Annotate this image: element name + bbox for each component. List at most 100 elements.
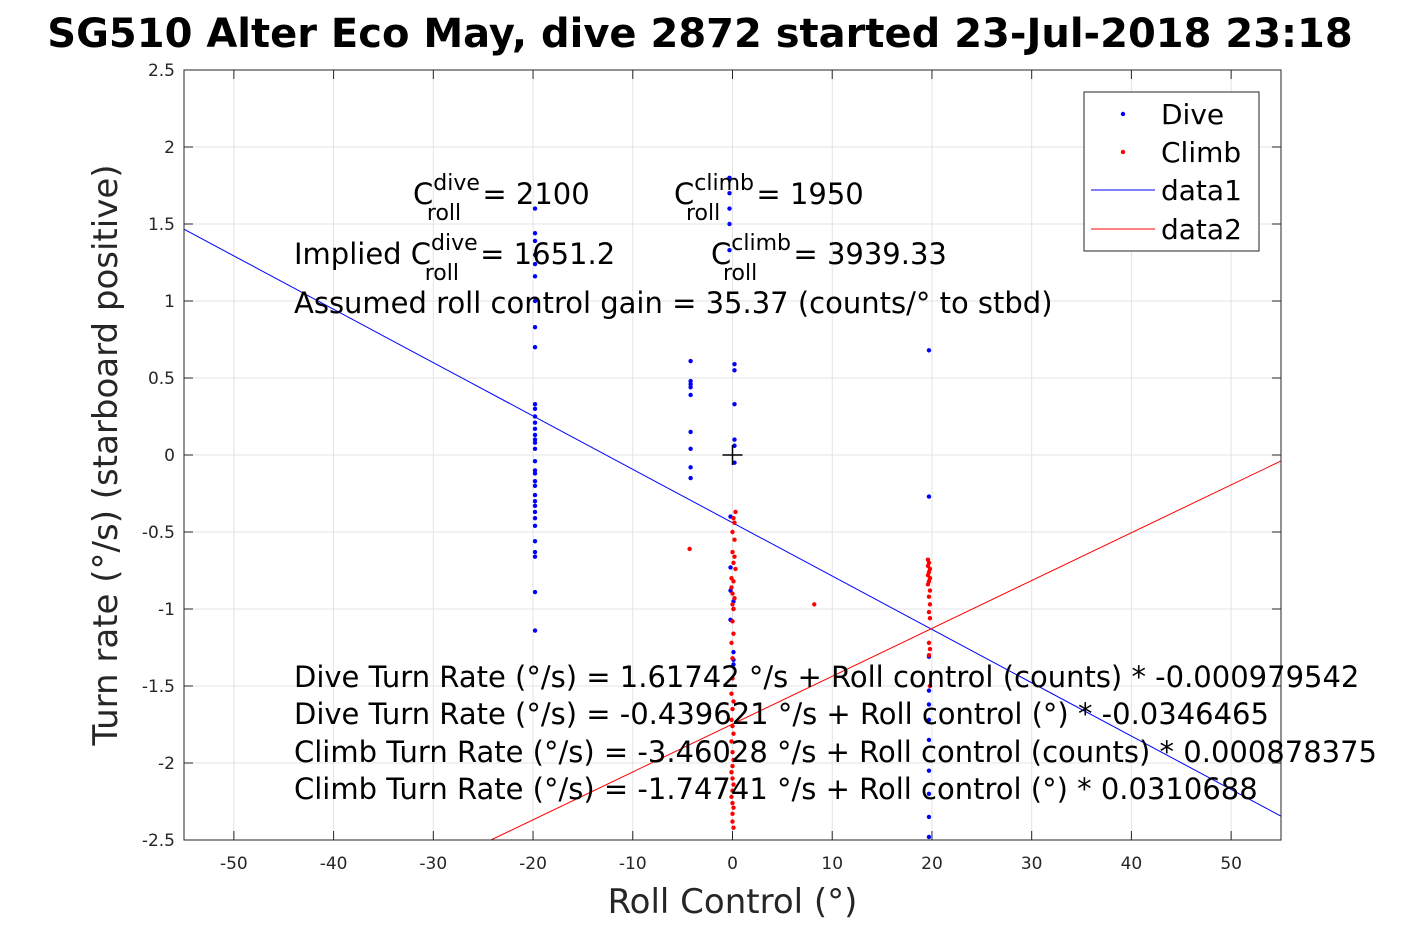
point-dive [926, 834, 932, 840]
point-dive [532, 492, 538, 498]
chart-title: SG510 Alter Eco May, dive 2872 started 2… [47, 11, 1352, 57]
point-dive [732, 437, 737, 442]
x-tick-label: -40 [320, 854, 348, 874]
point-dive [532, 499, 538, 504]
point-dive [727, 247, 732, 253]
point-dive [532, 523, 538, 529]
point-dive [688, 392, 693, 398]
annotation-eq-climb-deg: Climb Turn Rate (°/s) = -1.74741 °/s + R… [294, 772, 1258, 806]
point-dive [532, 231, 538, 236]
point-dive [532, 458, 538, 464]
point-dive [727, 206, 732, 211]
legend-marker-dive [1120, 111, 1126, 117]
point-dive [732, 401, 737, 407]
point-dive [532, 401, 538, 407]
point-climb [730, 706, 735, 712]
point-climb [927, 646, 933, 652]
y-tick-label: -1.5 [142, 677, 175, 697]
legend-label-data1: data1 [1161, 174, 1242, 207]
point-climb [733, 566, 738, 572]
point-dive [727, 175, 732, 180]
x-tick-label: 30 [1021, 854, 1043, 874]
point-climb [729, 770, 734, 775]
x-tick-label: 0 [727, 854, 738, 874]
point-climb [731, 699, 736, 704]
y-tick-label: 0.5 [148, 369, 175, 389]
data-points [532, 175, 933, 840]
point-climb [927, 588, 933, 593]
point-dive [688, 465, 693, 470]
point-climb [731, 606, 736, 612]
y-tick-label: -0.5 [142, 523, 175, 543]
point-dive [532, 437, 538, 442]
point-climb [731, 805, 736, 810]
x-axis-label: Roll Control (°) [608, 882, 858, 922]
point-dive [532, 406, 538, 411]
point-dive [926, 768, 932, 773]
x-tick-label: -10 [619, 854, 647, 874]
point-dive [532, 549, 538, 555]
point-dive [732, 460, 737, 465]
point-climb [927, 683, 933, 689]
y-tick-label: -1 [158, 600, 175, 620]
point-dive [532, 589, 538, 595]
point-dive [688, 475, 693, 481]
annotation-cclimb: Cclimb roll = 1950 [674, 171, 864, 226]
point-dive [688, 358, 693, 364]
point-dive [688, 378, 693, 384]
point-climb [731, 631, 736, 636]
point-dive [532, 426, 538, 432]
point-dive [926, 814, 932, 820]
point-climb [730, 529, 735, 535]
point-climb [732, 520, 737, 525]
x-tick-label: -20 [519, 854, 547, 874]
point-climb [730, 591, 735, 596]
annotation-eq-climb-counts: Climb Turn Rate (°/s) = -3.46028 °/s + R… [294, 735, 1377, 769]
point-dive [532, 261, 538, 267]
legend-label-dive: Dive [1161, 98, 1224, 131]
x-tick-label: 20 [921, 854, 943, 874]
point-dive [926, 791, 932, 796]
point-dive [532, 509, 538, 515]
point-climb [732, 596, 737, 601]
point-climb [731, 515, 736, 521]
annotation-implied-climb: Cclimb roll = 3939.33 [711, 231, 947, 286]
legend-label-data2: data2 [1161, 213, 1242, 246]
x-tick-label: -30 [419, 854, 447, 874]
point-dive [688, 381, 693, 387]
y-tick-label: -2.5 [142, 831, 175, 851]
point-dive [532, 471, 538, 476]
annotation-eq-dive-deg: Dive Turn Rate (°/s) = -0.439621 °/s + R… [294, 697, 1269, 731]
point-climb [730, 800, 735, 806]
point-climb [729, 585, 734, 590]
point-climb [730, 819, 735, 824]
point-climb [730, 656, 735, 661]
origin-marker [722, 445, 743, 465]
point-dive [732, 443, 737, 448]
point-dive [532, 432, 538, 438]
point-climb [730, 549, 735, 555]
point-climb [731, 782, 736, 787]
y-axis-label: Turn rate (°/s) (starboard positive) [86, 164, 126, 746]
annotation-eq-dive-counts: Dive Turn Rate (°/s) = 1.61742 °/s + Rol… [294, 660, 1359, 694]
y-tick-label: 2 [164, 138, 175, 158]
point-climb [730, 763, 735, 769]
point-climb [925, 582, 931, 587]
point-dive [926, 702, 932, 707]
point-climb [732, 537, 737, 542]
y-tick-label: 1.5 [148, 215, 175, 235]
point-dive [532, 324, 538, 330]
point-dive [532, 483, 538, 488]
point-dive [926, 717, 932, 723]
legend-label-climb: Climb [1161, 136, 1241, 169]
point-dive [532, 503, 538, 509]
point-dive [532, 539, 538, 544]
point-dive [532, 298, 538, 304]
point-climb [731, 825, 736, 830]
point-dive [728, 565, 733, 570]
annotation-roll-gain: Assumed roll control gain = 35.37 (count… [294, 286, 1053, 320]
point-dive [532, 345, 538, 350]
point-dive [532, 252, 538, 257]
point-climb [926, 594, 932, 599]
